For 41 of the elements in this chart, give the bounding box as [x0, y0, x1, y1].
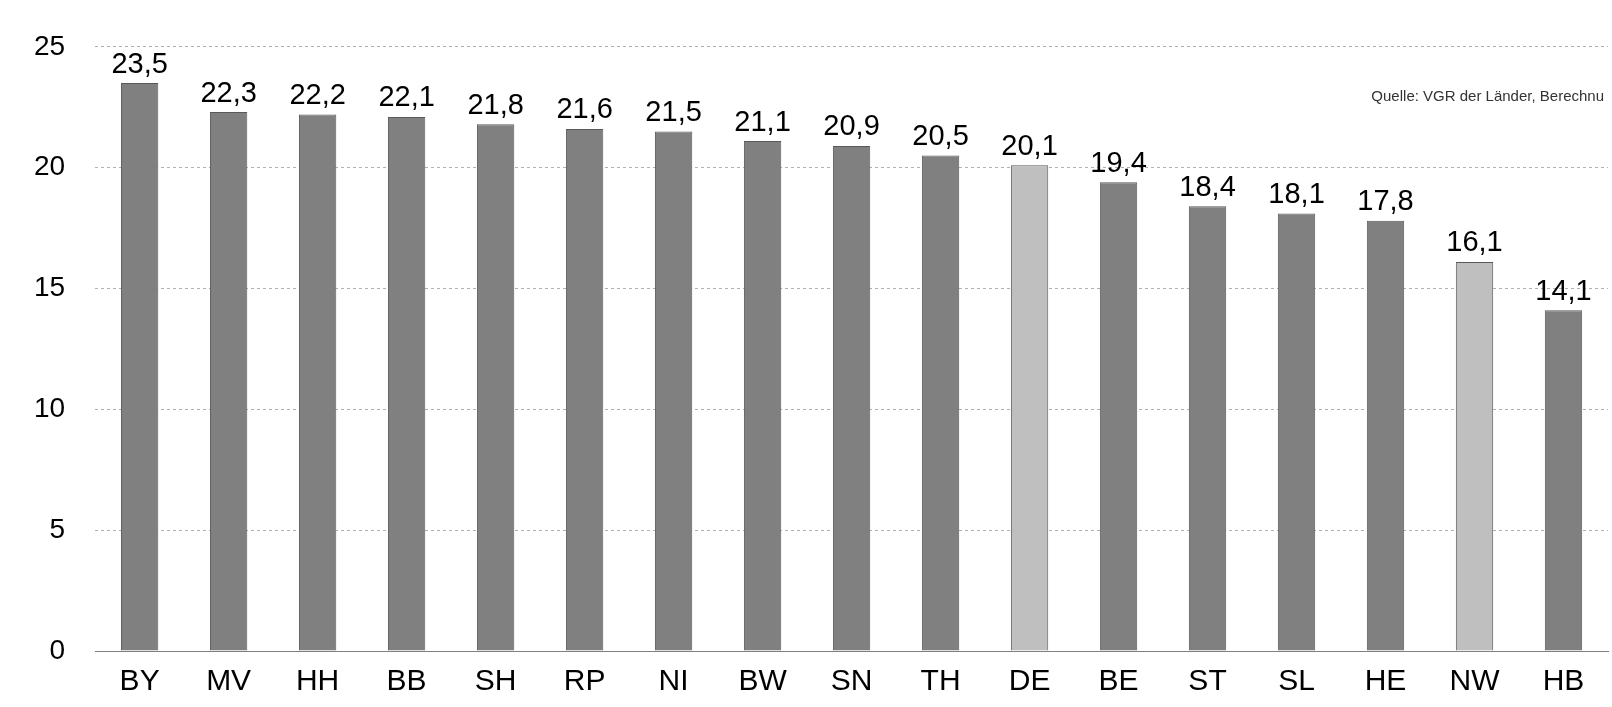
x-tick-label: NW	[1449, 663, 1501, 697]
x-tick-label: SH	[474, 663, 517, 697]
y-tick-label: 25	[33, 29, 66, 61]
y-tick-label: 5	[49, 512, 66, 544]
data-label: 23,5	[111, 46, 168, 79]
data-label: 14,1	[1535, 273, 1592, 306]
x-tick-label: SL	[1278, 663, 1315, 697]
annotation: Quelle: VGR der Länder, Berechnu	[1371, 86, 1604, 104]
y-tick-label: 10	[33, 392, 66, 424]
x-tick-label: BW	[738, 663, 788, 697]
x-tick-label: BY	[119, 663, 160, 697]
x-tick-label: DE	[1008, 663, 1051, 697]
x-tick-label: ST	[1188, 663, 1227, 697]
x-tick-label: BB	[386, 663, 427, 697]
data-label: 19,4	[1090, 145, 1147, 178]
x-tick-label: HB	[1542, 663, 1585, 697]
data-label: 21,8	[467, 87, 524, 120]
data-label: 21,1	[734, 104, 791, 137]
x-tick-label: MV	[206, 663, 252, 697]
x-tick-label: HE	[1364, 663, 1407, 697]
x-tick-label: HH	[295, 663, 340, 697]
y-tick-label: 0	[49, 633, 66, 665]
data-label: 18,1	[1268, 177, 1325, 210]
data-label: 20,9	[823, 109, 880, 142]
data-label: 20,1	[1001, 128, 1058, 161]
x-tick-label: BE	[1098, 663, 1139, 697]
data-label: 22,1	[378, 80, 435, 113]
data-label: 22,2	[289, 77, 346, 110]
data-label: 21,6	[556, 92, 613, 125]
data-label: 16,1	[1446, 225, 1503, 258]
y-tick-label: 15	[33, 271, 66, 303]
y-tick-label: 20	[33, 150, 66, 182]
x-tick-label: TH	[920, 663, 961, 697]
data-label: 22,3	[200, 75, 257, 108]
data-label: 17,8	[1357, 184, 1414, 217]
data-label: 21,5	[645, 94, 702, 127]
data-label: 18,4	[1179, 169, 1236, 202]
x-tick-label: SN	[830, 663, 873, 697]
data-label: 20,5	[912, 119, 969, 152]
x-tick-label: NI	[658, 663, 689, 697]
x-tick-label: RP	[563, 663, 606, 697]
